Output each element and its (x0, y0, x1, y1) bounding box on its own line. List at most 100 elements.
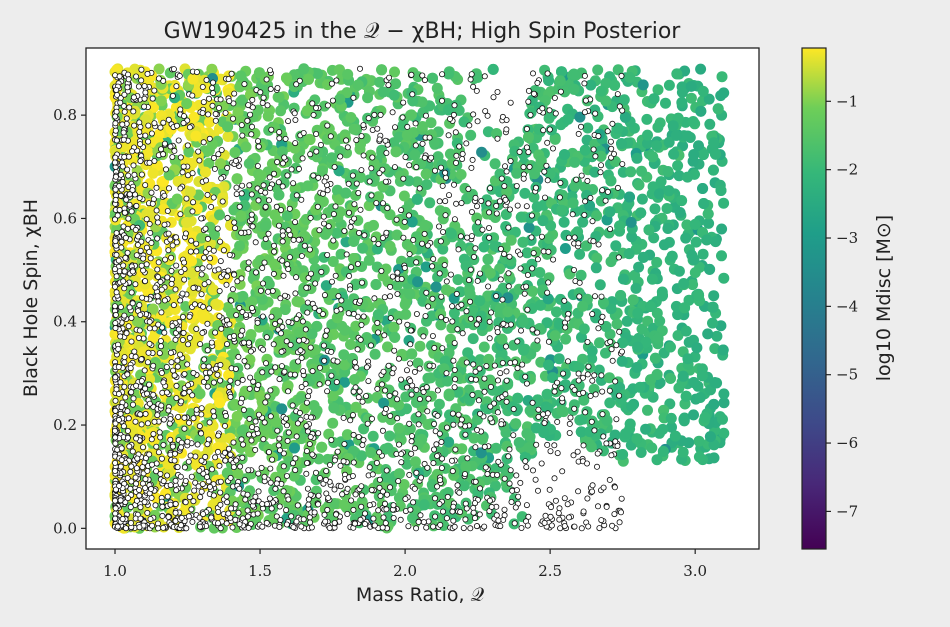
colored-point (636, 165, 647, 177)
colored-point (673, 170, 685, 182)
colored-point (711, 330, 723, 342)
colored-point (651, 307, 663, 319)
colored-point (717, 413, 728, 425)
colored-point (288, 442, 300, 454)
white-point (459, 330, 466, 337)
white-point (589, 218, 596, 225)
colored-point (716, 250, 727, 262)
colored-point (190, 130, 202, 142)
colored-point (455, 169, 467, 180)
colored-point (556, 204, 568, 216)
white-point (320, 213, 327, 220)
colored-point (490, 442, 502, 454)
white-point (224, 214, 231, 221)
colored-point (523, 222, 535, 233)
white-point (449, 468, 456, 475)
colored-point (718, 397, 730, 409)
colored-point (320, 280, 332, 292)
colored-point (412, 276, 424, 288)
white-point (599, 313, 606, 320)
colored-point (298, 63, 310, 75)
colored-point (235, 210, 247, 222)
colored-point (697, 85, 709, 97)
colored-point (478, 341, 490, 353)
white-point (463, 308, 470, 315)
colored-point (672, 309, 684, 321)
white-point (594, 463, 601, 470)
white-point (449, 303, 456, 310)
white-point (614, 184, 621, 191)
white-point (411, 445, 418, 452)
colored-point (631, 152, 643, 164)
white-point (292, 140, 299, 147)
white-point (268, 126, 275, 133)
colored-point (187, 73, 199, 85)
white-point (380, 514, 387, 521)
white-point (365, 115, 372, 122)
colored-point (420, 261, 432, 273)
white-point (328, 372, 335, 379)
white-point (494, 89, 501, 96)
white-point (400, 234, 407, 241)
colored-point (370, 279, 382, 290)
white-point (186, 494, 193, 501)
white-point (210, 154, 217, 161)
colored-point (334, 145, 346, 157)
colored-point (365, 447, 377, 458)
colored-point (632, 307, 644, 319)
colored-point (708, 439, 720, 451)
white-point (358, 503, 365, 510)
colored-point (443, 436, 455, 448)
colored-point (541, 317, 553, 329)
white-point (142, 410, 149, 417)
white-point (422, 313, 429, 320)
colored-point (637, 79, 649, 91)
colored-point (664, 341, 676, 353)
white-point (589, 488, 596, 495)
colored-point (688, 409, 699, 421)
colored-point (709, 377, 721, 389)
white-point (375, 329, 382, 336)
white-point (462, 431, 469, 438)
colored-point (668, 148, 680, 160)
colored-point (411, 193, 423, 205)
white-point (302, 326, 309, 333)
colored-point (194, 388, 206, 400)
colored-point (553, 353, 565, 365)
colored-point (666, 250, 678, 262)
white-point (190, 415, 197, 422)
colored-point (334, 64, 345, 76)
white-point (206, 135, 213, 142)
colored-point (400, 391, 412, 403)
white-point (248, 211, 255, 218)
colored-point (214, 209, 225, 221)
white-point (470, 253, 477, 260)
colored-point (483, 353, 495, 365)
colored-point (181, 217, 193, 228)
white-point (283, 422, 290, 429)
colored-point (188, 111, 200, 123)
colored-point (422, 419, 434, 430)
colored-point (389, 66, 400, 78)
colored-point (426, 310, 438, 322)
white-point (112, 120, 119, 127)
colored-point (615, 290, 627, 301)
colored-point (513, 437, 525, 448)
colored-point (652, 121, 664, 133)
white-point (505, 224, 512, 231)
colored-point (612, 64, 624, 76)
colored-point (649, 203, 661, 215)
colored-point (425, 372, 437, 384)
white-point (321, 292, 328, 299)
colored-point (605, 303, 617, 315)
colored-point (487, 63, 499, 75)
colored-point (676, 195, 688, 207)
white-point (584, 177, 591, 184)
colored-point (442, 375, 453, 387)
white-point (307, 344, 314, 351)
colored-point (331, 184, 343, 196)
colored-point (339, 376, 351, 388)
white-point (188, 506, 195, 513)
white-point (485, 200, 492, 207)
colored-point (229, 147, 241, 158)
